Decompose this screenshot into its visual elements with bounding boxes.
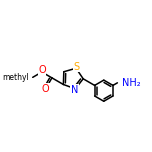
Text: N: N: [71, 85, 78, 95]
Text: O: O: [42, 84, 49, 94]
Text: NH₂: NH₂: [122, 78, 140, 88]
Text: O: O: [38, 66, 46, 75]
Text: methyl: methyl: [2, 73, 29, 82]
Text: S: S: [74, 62, 80, 72]
